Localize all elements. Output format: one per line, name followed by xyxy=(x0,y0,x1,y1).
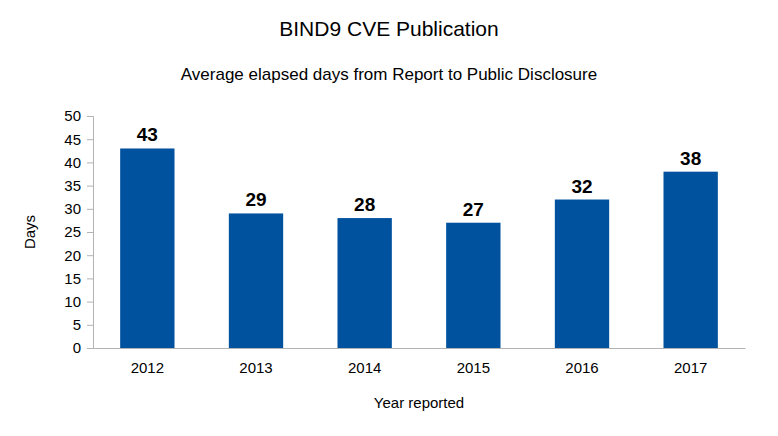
bar xyxy=(229,213,283,348)
subtitle: Average elapsed days from Report to Publ… xyxy=(181,65,597,84)
data-label: 27 xyxy=(463,199,484,220)
y-tick-mark xyxy=(87,209,93,210)
data-label: 38 xyxy=(680,148,701,169)
x-tick: 2014 xyxy=(348,348,381,376)
y-axis-line xyxy=(87,117,94,349)
chart: BIND9 CVE Publication Average elapsed day… xyxy=(0,0,778,436)
y-axis: 0 5 10 15 20 25 30 35 40 45 50 xyxy=(64,107,93,356)
y-tick-label: 40 xyxy=(64,154,81,171)
y-tick-label: 0 xyxy=(73,339,81,356)
bar xyxy=(555,200,609,348)
x-tick-label: 2015 xyxy=(457,359,490,376)
data-label: 28 xyxy=(354,194,375,215)
y-tick-mark xyxy=(87,162,93,163)
x-axis: 2012 2013 2014 2015 2016 2017 xyxy=(94,348,746,376)
y-tick: 5 xyxy=(73,316,93,333)
y-tick-label: 50 xyxy=(64,107,81,124)
y-tick-mark xyxy=(87,232,93,233)
x-tick-label: 2013 xyxy=(239,359,272,376)
x-tick: 2013 xyxy=(239,348,272,376)
x-axis-title: Year reported xyxy=(374,394,464,411)
plot-area: 0 5 10 15 20 25 30 35 40 45 50 2012 2013 2014 2015 2016… xyxy=(64,107,745,375)
bar xyxy=(664,172,718,348)
y-tick-label: 45 xyxy=(64,131,81,148)
y-tick: 20 xyxy=(64,247,93,264)
bar xyxy=(446,223,500,348)
data-label: 29 xyxy=(245,189,266,210)
data-label: 32 xyxy=(571,176,592,197)
x-tick-label: 2012 xyxy=(131,359,164,376)
y-tick-label: 10 xyxy=(64,293,81,310)
x-tick: 2017 xyxy=(674,348,707,376)
y-tick-mark xyxy=(87,278,93,279)
y-tick-mark xyxy=(87,255,93,256)
y-tick-label: 25 xyxy=(64,223,81,240)
y-tick: 40 xyxy=(64,154,93,171)
y-tick: 25 xyxy=(64,223,93,240)
x-tick-label: 2017 xyxy=(674,359,707,376)
y-tick-label: 30 xyxy=(64,200,81,217)
y-tick: 0 xyxy=(73,339,93,356)
y-tick-label: 35 xyxy=(64,177,81,194)
y-tick-mark xyxy=(87,302,93,303)
y-tick-label: 15 xyxy=(64,270,81,287)
y-tick-mark xyxy=(87,325,93,326)
y-tick-mark xyxy=(87,116,93,117)
y-tick-label: 5 xyxy=(73,316,81,333)
x-tick: 2016 xyxy=(565,348,598,376)
x-tick: 2015 xyxy=(457,348,490,376)
y-axis-title: Days xyxy=(21,215,38,249)
bars xyxy=(120,148,718,348)
y-tick-label: 20 xyxy=(64,247,81,264)
bar xyxy=(338,218,392,348)
y-tick-mark xyxy=(87,139,93,140)
title: BIND9 CVE Publication xyxy=(279,17,498,40)
data-label: 43 xyxy=(137,124,158,145)
x-tick-label: 2014 xyxy=(348,359,381,376)
y-tick-mark xyxy=(87,186,93,187)
x-tick: 2012 xyxy=(131,348,164,376)
x-tick-label: 2016 xyxy=(565,359,598,376)
data-labels: 43 29 28 27 32 38 xyxy=(137,124,701,219)
y-tick: 50 xyxy=(64,107,93,124)
y-tick: 15 xyxy=(64,270,93,287)
y-tick-mark xyxy=(87,348,93,349)
y-tick: 45 xyxy=(64,131,93,148)
bar xyxy=(120,148,174,348)
x-axis-line xyxy=(94,348,746,349)
y-tick: 35 xyxy=(64,177,93,194)
y-tick: 10 xyxy=(64,293,93,310)
y-tick: 30 xyxy=(64,200,93,217)
